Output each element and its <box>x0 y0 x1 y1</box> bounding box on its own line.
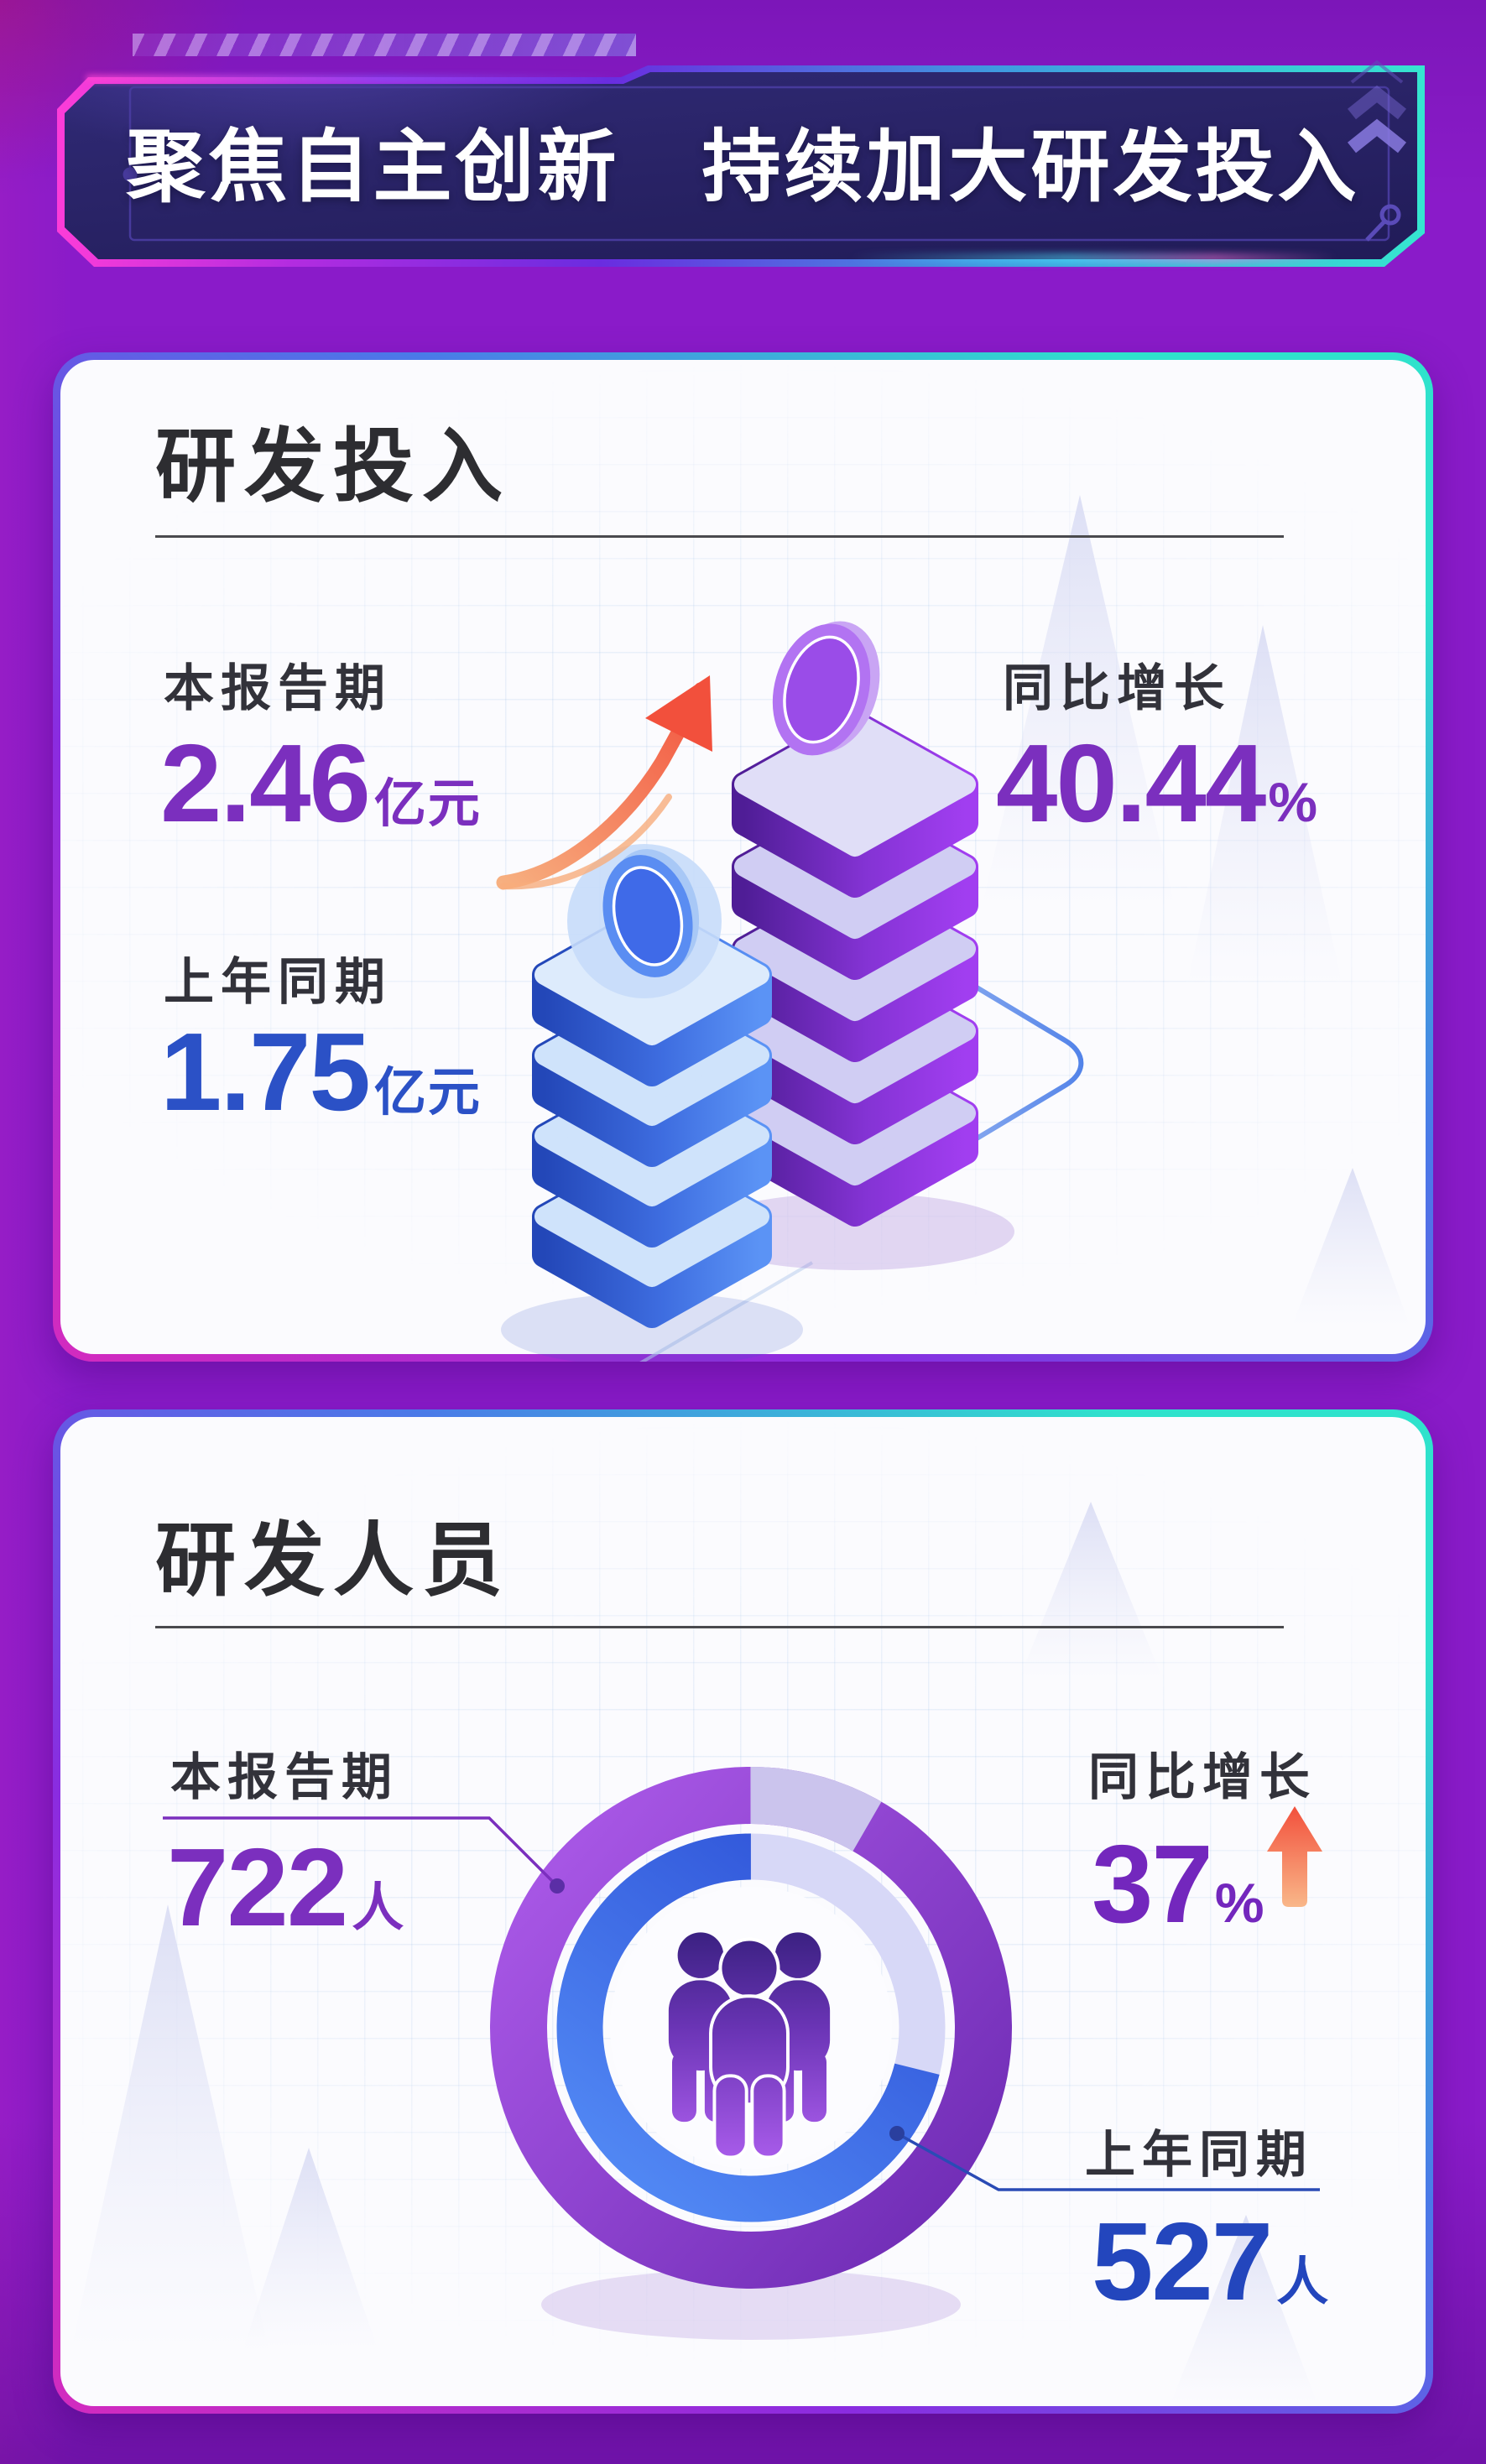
metric-current-period: 本报告期 <box>164 648 392 721</box>
card-title: 研发人员 <box>155 1516 511 1606</box>
metric-unit: % <box>1214 1872 1264 1934</box>
metric-growth-label: 同比增长 <box>1003 648 1231 721</box>
metric-value: 40.44 <box>996 721 1266 845</box>
donut-inner-blue-arc <box>556 1833 946 2222</box>
metric-previous-period: 上年同期 <box>1085 2114 1313 2187</box>
coin-icon-blue <box>567 844 722 998</box>
metric-unit: % <box>1268 771 1318 833</box>
banner-circuit-decoration <box>123 60 1406 242</box>
callout-current <box>163 1816 565 1894</box>
metric-value: 2.46 <box>160 721 371 845</box>
coin-icon-purple <box>772 621 880 756</box>
metric-value: 722 <box>167 1826 348 1949</box>
metric-label: 同比增长 <box>1088 1749 1317 1805</box>
card-rd-investment: 研发投入 本报告期 2.46 亿元 上年同期 1.75 亿元 同比增长 40.44% <box>53 352 1433 1362</box>
metric-previous-value: 1.75 亿元 <box>160 1017 482 1128</box>
metric-current-value: 2.46 亿元 <box>160 728 482 839</box>
card-rd-staff: 研发人员 本报告期 722 人 同比增长 37% 上年同期 <box>53 1409 1433 2414</box>
banner-body <box>65 72 1417 259</box>
circuit-node-icon <box>123 167 138 182</box>
title-divider <box>155 535 1284 538</box>
metric-label: 本报告期 <box>170 1749 399 1805</box>
metric-previous-value: 527 人 <box>1092 2206 1330 2317</box>
circuit-ring-icon <box>1379 204 1401 226</box>
coin-stack-current <box>732 710 978 1227</box>
metric-label: 本报告期 <box>164 660 392 716</box>
metric-growth-label: 同比增长 <box>1088 1737 1317 1810</box>
metric-current-value: 722 人 <box>167 1832 405 1943</box>
metric-current-period: 本报告期 <box>170 1737 399 1810</box>
metric-value: 1.75 <box>160 1010 371 1133</box>
page-title: 聚焦自主创新 持续加大研发投入 <box>126 122 1360 211</box>
metric-unit: 人 <box>1276 2253 1331 2311</box>
donut-outer-light-arc <box>490 1767 1012 2289</box>
card-title: 研发投入 <box>155 422 511 512</box>
diagonal-stripes-decoration <box>133 34 636 56</box>
metric-growth-value: 37% <box>1092 1829 1264 1940</box>
header-banner: 聚焦自主创新 持续加大研发投入 <box>53 32 1433 284</box>
metric-label: 上年同期 <box>1085 2127 1313 2183</box>
arrow-up-icon <box>1264 1805 1325 1910</box>
metric-previous-period: 上年同期 <box>164 941 392 1014</box>
callout-dot <box>889 2126 905 2141</box>
metric-unit: 亿元 <box>373 1064 482 1122</box>
glow-streak-bottom <box>850 255 1337 261</box>
callout-previous <box>889 2126 1320 2191</box>
glow-streak-top <box>86 76 623 81</box>
metric-growth-value: 40.44% <box>996 728 1317 839</box>
staff-donut-illustration <box>71 1502 1320 2404</box>
curved-arrow-up-icon <box>496 675 712 890</box>
mountain-decoration <box>71 1502 1317 2404</box>
metric-label: 上年同期 <box>164 954 392 1010</box>
coin-stacks-illustration <box>496 495 1410 1362</box>
chevrons-up-icon <box>1348 60 1406 154</box>
metric-value: 527 <box>1092 2200 1273 2323</box>
staff-donut-chart <box>490 1767 1012 2340</box>
people-group-icon <box>668 1932 831 2159</box>
mountain-decoration <box>982 495 1410 1326</box>
metric-unit: 人 <box>352 1879 406 1937</box>
metric-label: 同比增长 <box>1003 660 1231 716</box>
metric-value: 37 <box>1092 1822 1213 1946</box>
metric-unit: 亿元 <box>373 775 482 833</box>
title-divider <box>155 1626 1284 1628</box>
callout-dot <box>550 1878 565 1894</box>
